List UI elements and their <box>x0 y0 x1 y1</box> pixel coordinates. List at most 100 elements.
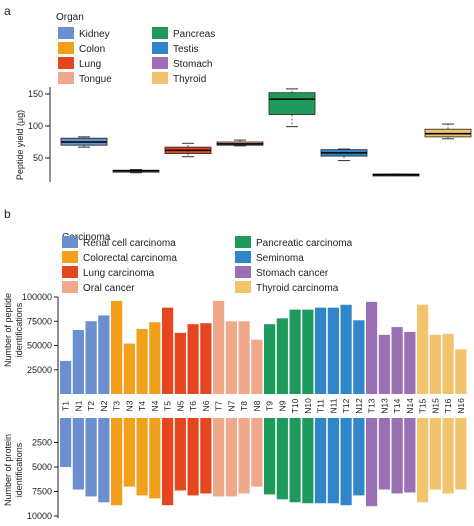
peptide-bar-t10 <box>289 309 301 394</box>
peptide-bar-n15 <box>429 334 441 394</box>
protein-bar-t2 <box>85 418 97 497</box>
peptide-bar-t15 <box>417 304 429 394</box>
organ-legend: Kidney Colon Lung Tongue Pancreas Testis Stoma… <box>58 27 215 85</box>
ytick-label-50: 50 <box>33 153 43 163</box>
sample-label-t15: T15 <box>418 398 428 413</box>
sample-label-n5: N5 <box>175 400 185 411</box>
top-ytick-label-25000: 25000 <box>27 365 52 375</box>
legend-label-testis: Testis <box>173 44 199 55</box>
peptide-bar-t12 <box>340 304 352 394</box>
legend-label-stomach-cancer: Stomach cancer <box>256 268 329 279</box>
legend-label-stomach: Stomach <box>173 59 212 70</box>
protein-bar-t10 <box>289 418 301 503</box>
protein-bar-n16 <box>455 418 467 490</box>
protein-bar-t6 <box>187 418 199 496</box>
peptide-bar-t2 <box>85 321 97 394</box>
peptide-bar-t13 <box>366 301 378 394</box>
peptide-bar-n9 <box>276 318 288 394</box>
top-ytick-label-50000: 50000 <box>27 341 52 351</box>
protein-bar-t15 <box>417 418 429 503</box>
protein-bars <box>60 418 467 507</box>
sample-label-n15: N15 <box>430 398 440 414</box>
protein-bar-n4 <box>149 418 161 499</box>
legend-label-colon: Colon <box>79 44 105 55</box>
legend-swatch-pancreatic-carcinoma <box>235 236 251 248</box>
sample-label-t3: T3 <box>112 401 122 411</box>
legend-label-thyroid: Thyroid <box>173 74 206 85</box>
protein-bar-t5 <box>162 418 174 506</box>
legend-swatch-renal-cell-carcinoma <box>62 236 78 248</box>
carcinoma-legend: Renal cell carcinoma Colorectal carcinoma… <box>62 236 353 294</box>
sample-label-n7: N7 <box>226 400 236 411</box>
legend-label-pancreatic-carcinoma: Pancreatic carcinoma <box>256 238 353 249</box>
protein-bar-t12 <box>340 418 352 506</box>
bottom-ytick-label-7500: 7500 <box>32 487 52 497</box>
boxplot-series <box>60 88 472 177</box>
protein-bar-t7 <box>213 418 225 497</box>
legend-label-lung: Lung <box>79 59 101 70</box>
sample-label-t1: T1 <box>61 401 71 411</box>
bottom-ytick-label-5000: 5000 <box>32 462 52 472</box>
legend-swatch-tongue <box>58 72 74 84</box>
box-pancreas <box>268 92 316 115</box>
legend-swatch-lung <box>58 57 74 69</box>
protein-bar-n7 <box>225 418 237 497</box>
sample-label-n14: N14 <box>405 398 415 414</box>
peptide-bar-n7 <box>225 321 237 394</box>
top-ylabel-line1: Number of peptide <box>3 293 13 367</box>
ytick-label-150: 150 <box>28 89 43 99</box>
sample-label-t11: T11 <box>316 399 326 413</box>
legend-swatch-oral-cancer <box>62 281 78 293</box>
peptide-bar-n11 <box>327 307 339 394</box>
legend-swatch-pancreas <box>152 27 168 39</box>
sample-label-t10: T10 <box>290 398 300 413</box>
peptide-bar-t9 <box>264 324 276 394</box>
legend-label-kidney: Kidney <box>79 29 110 40</box>
sample-label-n11: N11 <box>328 398 338 413</box>
protein-bar-t1 <box>60 418 72 467</box>
sample-label-n1: N1 <box>73 400 83 411</box>
protein-bar-n6 <box>200 418 212 494</box>
protein-bar-n11 <box>327 418 339 504</box>
peptide-bar-n16 <box>455 349 467 394</box>
sample-label-t9: T9 <box>265 401 275 411</box>
legend-label-lung-carcinoma: Lung carcinoma <box>83 268 155 279</box>
sample-label-n8: N8 <box>252 400 262 411</box>
sample-label-t16: T16 <box>443 398 453 413</box>
legend-swatch-testis <box>152 42 168 54</box>
bottom-ylabel-line2: identifications <box>14 442 24 497</box>
protein-bar-t14 <box>391 418 403 494</box>
peptide-bar-t6 <box>187 324 199 394</box>
sample-label-n12: N12 <box>354 398 364 414</box>
legend-swatch-thyroid <box>152 72 168 84</box>
protein-bar-n9 <box>276 418 288 500</box>
sample-labels: T1 N1 T2 N2 T3 N3 T4 N4 T5 N5 T6 N6 T7 N7 T8 N8 T9 N9 T10 N… <box>61 398 466 414</box>
top-ytick-label-100000: 100000 <box>22 292 52 302</box>
protein-bar-n13 <box>378 418 390 490</box>
sample-label-t12: T12 <box>341 398 351 413</box>
protein-bar-t13 <box>366 418 378 507</box>
peptide-bar-n14 <box>404 331 416 394</box>
sample-label-n6: N6 <box>201 400 211 411</box>
legend-label-renal-cell-carcinoma: Renal cell carcinoma <box>83 238 176 249</box>
peptide-bar-n3 <box>123 343 135 394</box>
sample-label-n4: N4 <box>150 400 160 411</box>
ytick-label-100: 100 <box>28 121 43 131</box>
protein-bar-t11 <box>315 418 327 504</box>
peptide-bar-t4 <box>136 329 148 394</box>
peptide-bar-n5 <box>174 332 186 394</box>
legend-label-pancreas: Pancreas <box>173 29 215 40</box>
legend-label-colorectal-carcinoma: Colorectal carcinoma <box>83 253 177 264</box>
legend-swatch-stomach <box>152 57 168 69</box>
protein-bar-t4 <box>136 418 148 496</box>
protein-bar-n5 <box>174 418 186 491</box>
sample-label-n10: N10 <box>303 398 313 414</box>
organ-legend-title: Organ <box>56 12 84 23</box>
bottom-ytick-label-2500: 2500 <box>32 438 52 448</box>
legend-swatch-lung-carcinoma <box>62 266 78 278</box>
protein-bar-t8 <box>238 418 250 494</box>
protein-bar-n8 <box>251 418 263 487</box>
protein-bar-n3 <box>123 418 135 487</box>
peptide-bar-t11 <box>315 307 327 394</box>
sample-label-t7: T7 <box>214 401 224 411</box>
